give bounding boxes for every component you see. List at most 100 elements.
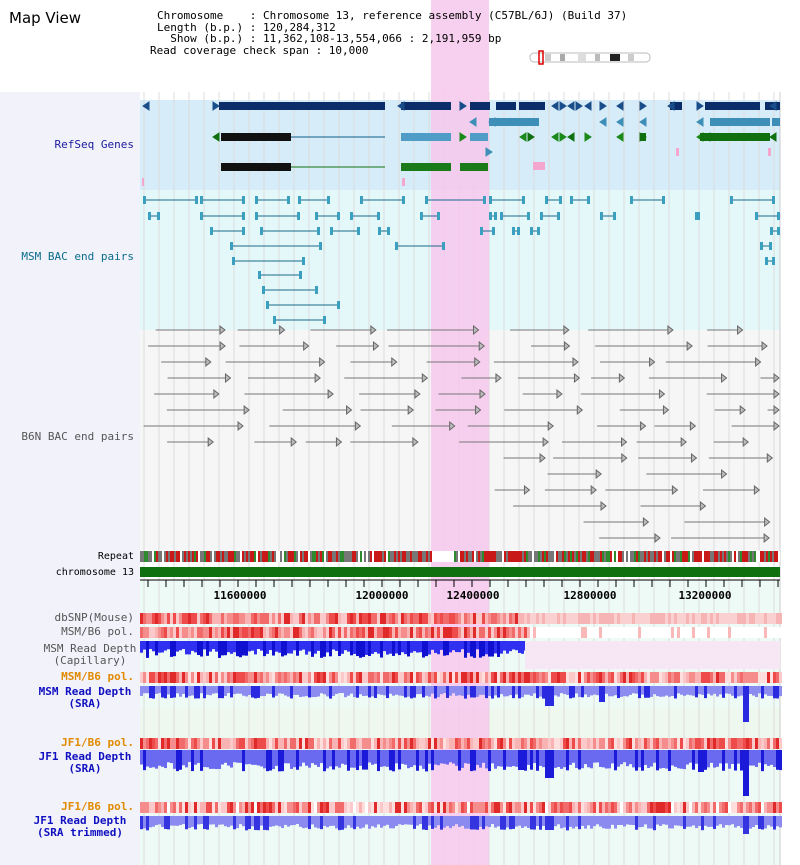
depth-bar xyxy=(167,641,170,650)
ideogram-band xyxy=(545,54,551,61)
heat-cell xyxy=(395,672,398,683)
heat-cell xyxy=(251,672,254,683)
repeat-block xyxy=(736,551,738,562)
heat-cell xyxy=(593,738,596,749)
depth-bar xyxy=(236,686,239,694)
gene-arrow xyxy=(599,117,607,127)
repeat-block xyxy=(602,551,604,562)
repeat-block xyxy=(778,551,780,562)
track-label-jf1-depth-sra[interactable]: JF1 Read Depth (SRA) xyxy=(38,750,132,775)
track-label-msm-depth-capillary[interactable]: MSM Read Depth (Capillary) xyxy=(43,642,137,667)
heat-cell xyxy=(614,802,617,813)
heat-cell xyxy=(608,802,611,813)
depth-bar xyxy=(377,750,380,772)
depth-bar xyxy=(341,641,344,654)
depth-bar xyxy=(251,686,254,698)
heat-cell xyxy=(548,613,551,624)
repeat-block xyxy=(406,551,408,562)
heat-cell xyxy=(338,802,341,813)
repeat-block xyxy=(630,551,632,562)
repeat-block xyxy=(274,551,276,562)
depth-bar xyxy=(275,641,278,652)
heat-cell xyxy=(518,627,521,638)
depth-bar xyxy=(176,641,179,652)
heat-cell xyxy=(494,627,497,638)
heat-cell xyxy=(776,738,779,749)
depth-bar xyxy=(257,641,260,650)
heat-cell xyxy=(428,802,431,813)
heat-cell xyxy=(146,613,149,624)
msm-bac-end xyxy=(442,242,445,250)
heat-cell xyxy=(302,802,305,813)
heat-cell xyxy=(386,672,389,683)
heat-cell xyxy=(461,802,464,813)
heat-cell xyxy=(533,738,536,749)
track-label-msm-b6-pol-sra[interactable]: MSM/B6 pol. xyxy=(61,670,134,683)
depth-bar xyxy=(677,686,680,694)
depth-bar xyxy=(341,686,344,694)
heat-cell xyxy=(713,738,716,749)
msm-bac-end xyxy=(302,257,305,265)
heat-cell xyxy=(677,738,680,749)
heat-cell xyxy=(647,738,650,749)
depth-bar xyxy=(761,686,764,699)
heat-cell xyxy=(458,672,461,683)
heat-cell xyxy=(326,738,329,749)
heat-cell xyxy=(233,613,236,624)
gene-feature xyxy=(460,163,488,171)
depth-bar xyxy=(581,686,584,698)
depth-bar xyxy=(407,686,410,697)
heat-cell xyxy=(776,802,779,813)
track-label-jf1-b6-pol-trimmed[interactable]: JF1/B6 pol. xyxy=(61,800,134,813)
heat-cell xyxy=(170,738,173,749)
heat-cell xyxy=(161,672,164,683)
heat-cell xyxy=(341,613,344,624)
heat-cell xyxy=(299,672,302,683)
repeat-block xyxy=(430,551,432,562)
gene-arrow xyxy=(769,132,777,142)
heat-cell xyxy=(167,613,170,624)
track-label-msm-b6-pol[interactable]: MSM/B6 pol. xyxy=(61,625,134,638)
track-label-msm-depth-sra[interactable]: MSM Read Depth (SRA) xyxy=(38,685,132,710)
repeat-block xyxy=(484,551,486,562)
depth-bar xyxy=(236,750,239,763)
heat-cell xyxy=(701,802,704,813)
depth-bar xyxy=(302,641,305,650)
track-label-b6n-bac[interactable]: B6N BAC end pairs xyxy=(21,430,134,443)
heat-cell xyxy=(377,738,380,749)
heat-cell xyxy=(560,672,563,683)
ideogram-marker xyxy=(538,50,544,65)
repeat-block xyxy=(606,551,608,562)
depth-bar xyxy=(455,686,458,696)
heat-cell xyxy=(725,627,728,638)
heat-cell xyxy=(500,672,503,683)
heat-cell xyxy=(506,672,509,683)
heat-cell xyxy=(665,738,668,749)
track-label-msm-bac[interactable]: MSM BAC end pairs xyxy=(21,250,134,263)
depth-bar xyxy=(347,816,350,826)
heat-cell xyxy=(329,802,332,813)
track-label-refseq[interactable]: RefSeq Genes xyxy=(54,138,134,151)
depth-bar xyxy=(311,750,314,764)
heat-cell xyxy=(401,738,404,749)
heat-cell xyxy=(200,627,203,638)
depth-bar xyxy=(383,750,386,767)
track-label-jf1-b6-pol[interactable]: JF1/B6 pol. xyxy=(61,736,134,749)
heat-cell xyxy=(410,613,413,624)
repeat-block xyxy=(208,551,210,562)
heat-cell xyxy=(392,802,395,813)
repeat-block xyxy=(628,551,630,562)
heat-cell xyxy=(680,738,683,749)
track-label-dbsnp[interactable]: dbSNP(Mouse) xyxy=(54,611,134,624)
track-label-jf1-depth-trimmed[interactable]: JF1 Read Depth (SRA trimmed) xyxy=(33,814,127,839)
msm-bac-end xyxy=(777,227,780,235)
msm-bac-end xyxy=(258,271,261,279)
heat-cell xyxy=(428,613,431,624)
heat-cell xyxy=(317,802,320,813)
depth-bar xyxy=(236,641,239,657)
heat-cell xyxy=(401,627,404,638)
depth-bar xyxy=(431,750,434,771)
depth-bar xyxy=(494,816,497,828)
heat-cell xyxy=(668,672,671,683)
